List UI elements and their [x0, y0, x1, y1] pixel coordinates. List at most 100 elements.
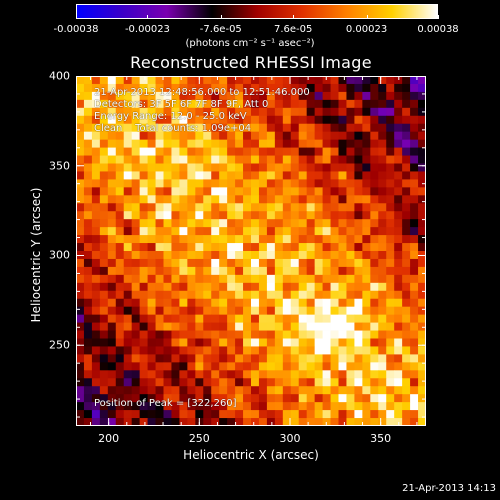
heatmap-cell [370, 370, 379, 379]
heatmap-cell [83, 243, 93, 252]
heatmap-cell [418, 83, 426, 93]
heatmap-cell [258, 171, 268, 180]
heatmap-cell [179, 107, 188, 117]
heatmap-cell [99, 235, 109, 244]
heatmap-cell [76, 394, 85, 403]
heatmap-cell [91, 386, 101, 395]
heatmap-cell [211, 235, 220, 244]
heatmap-cell [163, 99, 172, 109]
heatmap-cell [418, 155, 426, 164]
heatmap-cell [131, 282, 141, 292]
heatmap-cell [394, 330, 403, 339]
heatmap-cell [187, 107, 196, 117]
heatmap-cell [243, 282, 252, 292]
heatmap-cell [290, 258, 300, 268]
heatmap-cell [386, 243, 395, 252]
heatmap-cell [131, 394, 141, 403]
heatmap-cell [91, 219, 101, 228]
heatmap-cell [99, 362, 109, 371]
heatmap-cell [83, 123, 93, 133]
heatmap-cell [179, 370, 188, 379]
heatmap-cell [115, 115, 125, 125]
heatmap-cell [410, 115, 419, 125]
heatmap-cell [235, 418, 244, 426]
heatmap-cell [362, 274, 371, 284]
heatmap-cell [91, 266, 101, 276]
heatmap-cell [394, 338, 403, 347]
heatmap-cell [418, 378, 426, 387]
heatmap-cell [139, 290, 148, 300]
heatmap-cell [211, 131, 220, 141]
heatmap-cell [418, 211, 426, 220]
heatmap-cell [76, 171, 85, 180]
heatmap-cell [91, 410, 101, 419]
heatmap-cell [274, 354, 284, 363]
heatmap-cell [354, 139, 363, 148]
heatmap-cell [83, 76, 93, 85]
heatmap-cell [418, 243, 426, 252]
heatmap-cell [378, 258, 387, 268]
heatmap-cell [211, 346, 220, 355]
heatmap-cell [179, 155, 188, 164]
heatmap-cell [235, 354, 244, 363]
heatmap-cell [195, 163, 204, 172]
heatmap-cell [211, 402, 220, 411]
heatmap-cell [266, 83, 276, 93]
heatmap-cell [203, 115, 212, 125]
heatmap-cell [235, 235, 244, 244]
heatmap-cell [179, 290, 188, 300]
heatmap-cell [211, 330, 220, 339]
heatmap-cell [338, 187, 347, 196]
heatmap-cell [410, 211, 419, 220]
heatmap-cell [171, 410, 180, 419]
heatmap-cell [314, 123, 323, 133]
heatmap-cell [131, 115, 141, 125]
heatmap-cell [258, 266, 268, 276]
heatmap-cell [370, 123, 379, 133]
heatmap-cell [370, 83, 379, 93]
heatmap-cell [139, 203, 148, 212]
heatmap-cell [179, 171, 188, 180]
heatmap-cell [346, 306, 355, 316]
heatmap-cell [115, 322, 125, 331]
heatmap-cell [227, 290, 236, 300]
heatmap-cell [410, 251, 419, 260]
heatmap-cell [402, 76, 411, 85]
heatmap-cell [195, 227, 204, 236]
heatmap-cell [99, 107, 109, 117]
heatmap-cell [258, 131, 268, 141]
heatmap-cell [123, 76, 133, 85]
heatmap-cell [115, 306, 125, 316]
heatmap-cell [163, 123, 172, 133]
heatmap-cell [290, 402, 300, 411]
heatmap-plot [76, 76, 426, 426]
heatmap-cell [203, 370, 212, 379]
heatmap-cell [282, 211, 292, 220]
heatmap-cell [402, 330, 411, 339]
heatmap-cell [362, 147, 371, 156]
heatmap-cell [91, 243, 101, 252]
heatmap-cell [99, 258, 109, 268]
heatmap-cell [203, 338, 212, 347]
heatmap-cell [274, 171, 284, 180]
heatmap-cell [115, 243, 125, 252]
heatmap-cell [298, 203, 308, 212]
heatmap-cell [243, 418, 252, 426]
heatmap-cell [123, 123, 133, 133]
heatmap-cell [195, 346, 204, 355]
heatmap-cell [378, 211, 387, 220]
heatmap-cell [402, 131, 411, 141]
heatmap-cell [322, 235, 331, 244]
heatmap-cell [386, 370, 395, 379]
heatmap-cell [99, 83, 109, 93]
heatmap-cell [139, 314, 148, 323]
heatmap-cell [378, 290, 387, 300]
heatmap-cell [418, 258, 426, 268]
heatmap-cell [330, 282, 339, 292]
heatmap-cell [99, 274, 109, 284]
heatmap-cell [274, 211, 284, 220]
heatmap-cell [115, 274, 125, 284]
heatmap-cell [235, 171, 244, 180]
heatmap-cell [203, 195, 212, 204]
heatmap-cell [290, 418, 300, 426]
